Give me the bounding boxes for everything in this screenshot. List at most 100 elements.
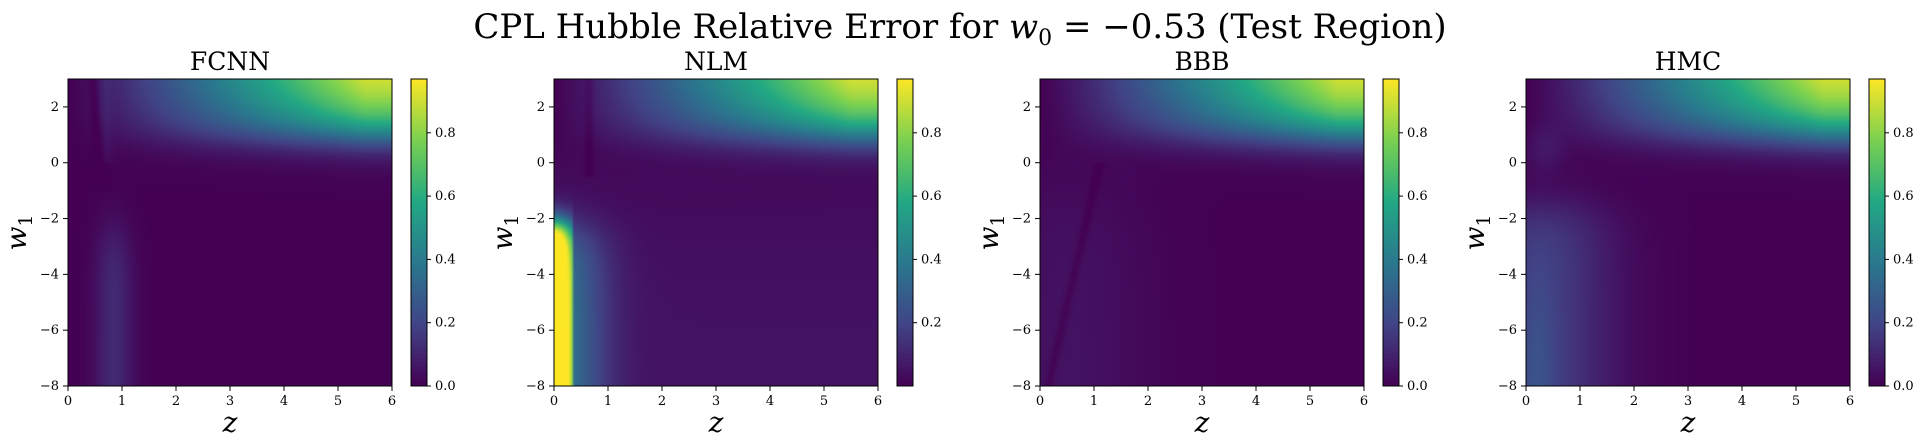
y-tick-label: −4: [1012, 267, 1031, 282]
x-tick-label: 2: [658, 394, 666, 409]
colorbar-frame: [896, 78, 914, 387]
x-axis-label: z: [1194, 406, 1210, 439]
x-tick-label: 1: [1090, 394, 1098, 409]
colorbar-gradient: [1869, 79, 1885, 386]
colorbar-tick-label: 0.2: [435, 316, 456, 331]
y-tick-label: −6: [1498, 323, 1517, 338]
y-tick-label: 0: [537, 156, 545, 171]
panel-fcnn: FCNN 0 1 2 3 4 5 6 −8 −6 −4 −2 0 2 z w1 0.0 0.2 0.4 0.6 0.8: [0, 47, 456, 439]
x-axis-label: z: [1680, 406, 1696, 439]
heatmap-image: [554, 79, 878, 386]
y-tick-label: −8: [40, 379, 59, 394]
panel-title: HMC: [1655, 47, 1722, 76]
colorbar-tick-label: 0.4: [921, 252, 942, 267]
colorbar-tick-label: 0.6: [1893, 189, 1914, 204]
x-tick-label: 3: [226, 394, 234, 409]
colorbar-tick-label: 0.2: [921, 316, 942, 331]
panel-nlm: NLM 0 1 2 3 4 5 6 −8 −6 −4 −2 0 2 z w1 0.2 0.4 0.6 0.8: [486, 47, 942, 439]
x-tick-label: 4: [1252, 394, 1260, 409]
y-tick-label: −2: [1498, 212, 1517, 227]
x-tick-label: 2: [1144, 394, 1152, 409]
y-tick-label: 0: [51, 156, 59, 171]
x-tick-label: 0: [550, 394, 558, 409]
colorbar-tick-label: 0.2: [1407, 316, 1428, 331]
x-tick-label: 5: [334, 394, 342, 409]
colorbar-tick-label: 0.8: [1407, 126, 1428, 141]
panel-bbb: BBB 0 1 2 3 4 5 6 −8 −6 −4 −2 0 2 z w1 0.0 0.2 0.4 0.6 0.8: [972, 47, 1428, 439]
x-tick-label: 3: [1198, 394, 1206, 409]
x-tick-label: 6: [1846, 394, 1854, 409]
y-tick-label: −6: [40, 323, 59, 338]
colorbar-tick-label: 0.0: [435, 379, 456, 394]
panel-title: BBB: [1174, 47, 1229, 76]
x-tick-label: 1: [1576, 394, 1584, 409]
colorbar-tick-label: 0.0: [1407, 379, 1428, 394]
colorbar-gradient: [897, 79, 913, 386]
heatmap-image: [68, 79, 392, 386]
x-tick-label: 3: [1684, 394, 1692, 409]
colorbar-tick-label: 0.2: [1893, 316, 1914, 331]
y-axis-label: w1: [486, 214, 523, 250]
y-tick-label: −8: [1498, 379, 1517, 394]
y-tick-label: −2: [526, 212, 545, 227]
colorbar-frame: [1382, 78, 1400, 387]
y-tick-label: −6: [526, 323, 545, 338]
x-tick-label: 5: [1306, 394, 1314, 409]
y-tick-label: 2: [1509, 100, 1517, 115]
x-tick-label: 2: [172, 394, 180, 409]
colorbar-tick-label: 0.6: [435, 189, 456, 204]
panel-title: FCNN: [190, 47, 270, 76]
y-axis-label: w1: [972, 214, 1009, 250]
x-tick-label: 6: [874, 394, 882, 409]
colorbar-tick-label: 0.8: [435, 126, 456, 141]
y-tick-label: −6: [1012, 323, 1031, 338]
y-tick-label: 2: [1023, 100, 1031, 115]
y-tick-label: 2: [51, 100, 59, 115]
y-tick-label: −8: [526, 379, 545, 394]
panel-hmc: HMC 0 1 2 3 4 5 6 −8 −6 −4 −2 0 2 z w1 0.0 0.2 0.4 0.6 0.8: [1458, 47, 1914, 439]
colorbar-gradient: [1383, 79, 1399, 386]
x-tick-label: 1: [604, 394, 612, 409]
y-tick-label: −2: [40, 212, 59, 227]
x-tick-label: 5: [820, 394, 828, 409]
x-tick-label: 0: [64, 394, 72, 409]
colorbar-tick-label: 0.4: [435, 252, 456, 267]
x-tick-label: 0: [1522, 394, 1530, 409]
heatmap-image: [1040, 79, 1364, 386]
x-tick-label: 4: [1738, 394, 1746, 409]
x-tick-label: 1: [118, 394, 126, 409]
colorbar-tick-label: 0.4: [1407, 252, 1428, 267]
x-tick-label: 3: [712, 394, 720, 409]
y-tick-label: −4: [1498, 267, 1517, 282]
x-axis-label: z: [222, 406, 238, 439]
panel-title: NLM: [684, 47, 748, 76]
x-tick-label: 0: [1036, 394, 1044, 409]
y-tick-label: 0: [1509, 156, 1517, 171]
colorbar-frame: [1868, 78, 1886, 387]
figure-suptitle: CPL Hubble Relative Error for w0 = −0.53…: [473, 7, 1446, 51]
y-tick-label: −2: [1012, 212, 1031, 227]
x-tick-label: 6: [1360, 394, 1368, 409]
colorbar-frame: [410, 78, 428, 387]
x-tick-label: 2: [1630, 394, 1638, 409]
colorbar-tick-label: 0.6: [921, 189, 942, 204]
x-tick-label: 4: [280, 394, 288, 409]
y-tick-label: −4: [526, 267, 545, 282]
colorbar-gradient: [411, 79, 427, 386]
colorbar-tick-label: 0.4: [1893, 252, 1914, 267]
colorbar-tick-label: 0.0: [1893, 379, 1914, 394]
x-tick-label: 4: [766, 394, 774, 409]
y-tick-label: −4: [40, 267, 59, 282]
colorbar-tick-label: 0.8: [1893, 126, 1914, 141]
y-axis-label: w1: [1458, 214, 1495, 250]
x-axis-label: z: [708, 406, 724, 439]
y-tick-label: 2: [537, 100, 545, 115]
y-axis-label: w1: [0, 214, 37, 250]
x-tick-label: 5: [1792, 394, 1800, 409]
colorbar-tick-label: 0.8: [921, 126, 942, 141]
heatmap-image: [1526, 79, 1850, 386]
y-tick-label: −8: [1012, 379, 1031, 394]
x-tick-label: 6: [388, 394, 396, 409]
colorbar-tick-label: 0.6: [1407, 189, 1428, 204]
